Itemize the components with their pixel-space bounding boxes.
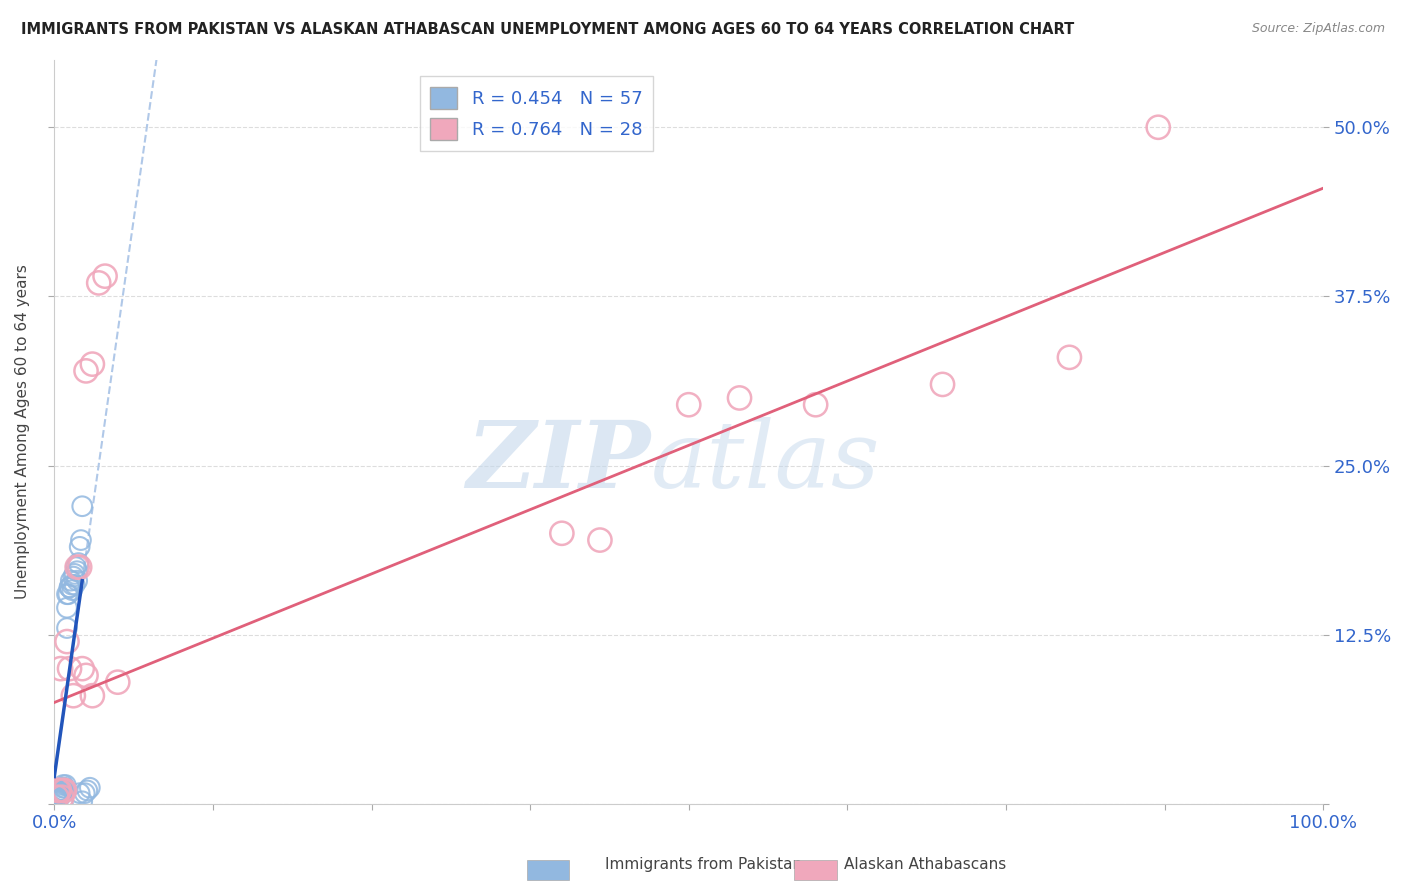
Point: [45, 793, 67, 807]
Point: [58, 662, 80, 676]
Point: [76, 783, 98, 797]
Point: [58, 581, 80, 595]
Point: [62, 689, 84, 703]
Point: [70, 794, 93, 808]
Point: [51, 783, 73, 797]
Point: [46, 786, 69, 800]
Text: IMMIGRANTS FROM PAKISTAN VS ALASKAN ATHABASCAN UNEMPLOYMENT AMONG AGES 60 TO 64 : IMMIGRANTS FROM PAKISTAN VS ALASKAN ATHA…: [21, 22, 1074, 37]
Point: [53, 780, 76, 795]
Point: [59, 574, 82, 588]
Point: [69, 560, 91, 574]
Point: [49, 662, 72, 676]
Point: [48, 785, 70, 799]
Point: [53, 783, 76, 797]
Point: [46, 789, 69, 803]
Point: [51, 786, 73, 800]
Point: [66, 564, 89, 578]
Point: [56, 621, 79, 635]
Point: [45, 791, 67, 805]
Point: [66, 560, 89, 574]
Point: [69, 540, 91, 554]
Point: [1059, 351, 1081, 365]
Point: [75, 364, 97, 378]
Point: [70, 533, 93, 547]
Point: [107, 675, 129, 690]
Y-axis label: Unemployment Among Ages 60 to 64 years: Unemployment Among Ages 60 to 64 years: [15, 264, 30, 599]
Point: [66, 574, 89, 588]
Point: [49, 789, 72, 803]
Point: [67, 556, 90, 570]
Point: [48, 786, 70, 800]
Point: [45, 791, 67, 805]
Point: [48, 783, 70, 797]
Point: [804, 398, 827, 412]
Point: [52, 783, 75, 797]
Point: [45, 793, 67, 807]
Point: [75, 668, 97, 682]
Legend: R = 0.454   N = 57, R = 0.764   N = 28: R = 0.454 N = 57, R = 0.764 N = 28: [419, 76, 654, 151]
Point: [48, 789, 70, 803]
Point: [62, 569, 84, 583]
Point: [931, 377, 953, 392]
Point: [551, 526, 574, 541]
Point: [49, 783, 72, 797]
Text: Immigrants from Pakistan: Immigrants from Pakistan: [605, 857, 801, 872]
Point: [56, 600, 79, 615]
Point: [63, 566, 86, 581]
Point: [60, 583, 83, 598]
Point: [70, 662, 93, 676]
Point: [46, 788, 69, 802]
Point: [46, 785, 69, 799]
Text: Source: ZipAtlas.com: Source: ZipAtlas.com: [1251, 22, 1385, 36]
Point: [45, 788, 67, 802]
Point: [51, 790, 73, 805]
Point: [49, 788, 72, 802]
Point: [58, 587, 80, 601]
Point: [63, 578, 86, 592]
Point: [46, 790, 69, 805]
Point: [69, 786, 91, 800]
Text: Alaskan Athabascans: Alaskan Athabascans: [844, 857, 1005, 872]
Point: [48, 788, 70, 802]
Text: atlas: atlas: [651, 417, 880, 507]
Point: [94, 269, 117, 284]
Point: [45, 790, 67, 805]
Point: [589, 533, 612, 547]
Point: [79, 780, 101, 795]
Point: [70, 500, 93, 514]
Point: [52, 780, 75, 795]
Point: [60, 578, 83, 592]
Point: [82, 689, 104, 703]
Point: [49, 786, 72, 800]
Point: [82, 357, 104, 371]
Point: [678, 398, 700, 412]
Point: [45, 789, 67, 803]
Point: [45, 786, 67, 800]
Point: [58, 581, 80, 595]
Point: [65, 560, 87, 574]
Point: [56, 634, 79, 648]
Point: [45, 789, 67, 803]
Point: [56, 587, 79, 601]
Point: [48, 790, 70, 805]
Point: [45, 794, 67, 808]
Point: [87, 276, 110, 290]
Point: [73, 786, 96, 800]
Point: [45, 790, 67, 805]
Text: ZIP: ZIP: [467, 417, 651, 507]
Point: [728, 391, 751, 405]
Point: [46, 783, 69, 797]
Point: [45, 790, 67, 805]
Point: [45, 788, 67, 802]
Point: [52, 778, 75, 792]
Point: [52, 783, 75, 797]
Point: [1147, 120, 1170, 135]
Point: [55, 778, 77, 792]
